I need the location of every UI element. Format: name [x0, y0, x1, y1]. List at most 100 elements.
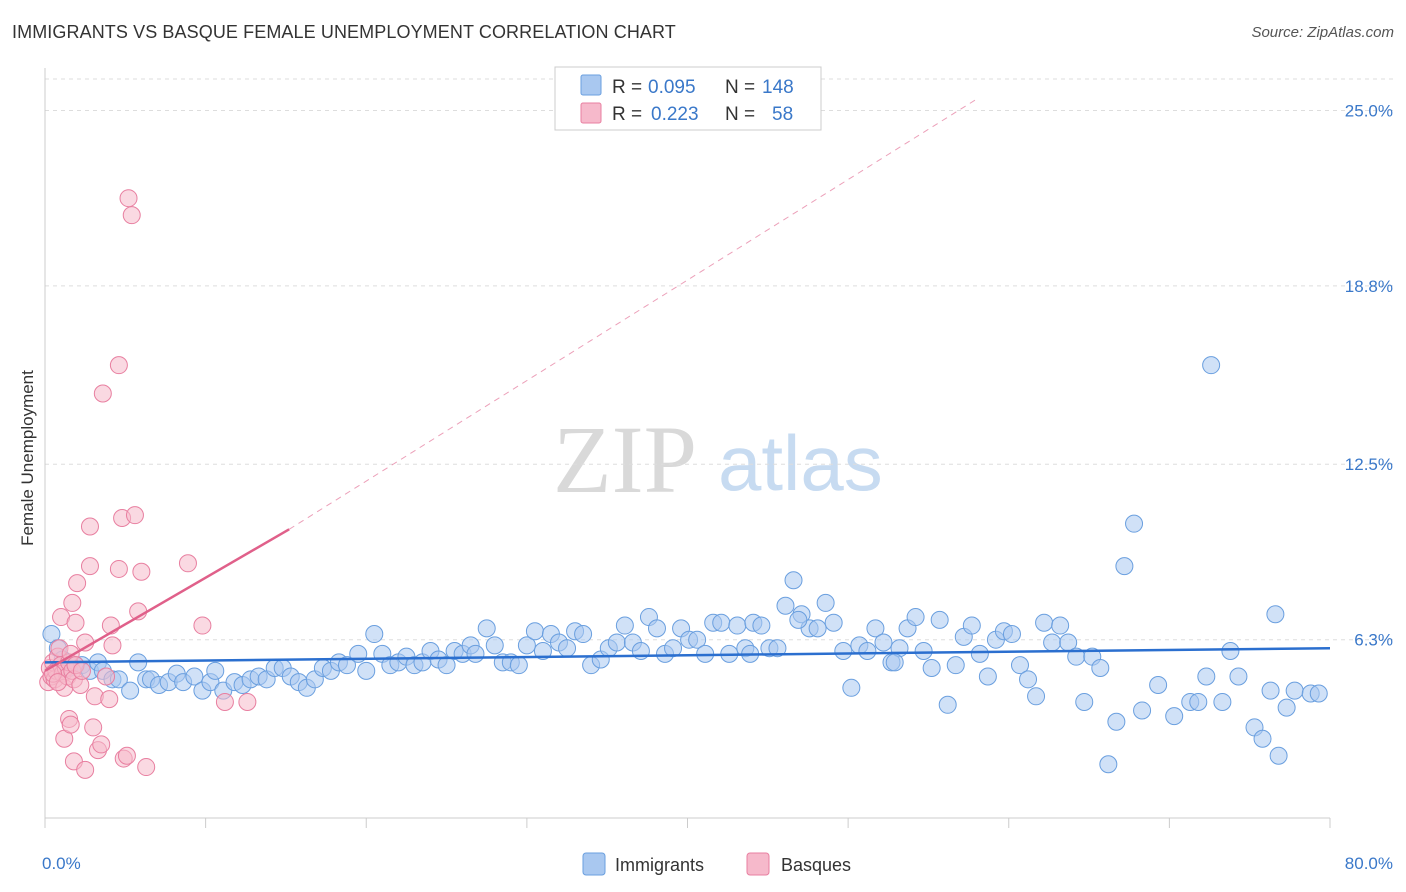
series-legend: Immigrants Basques [582, 852, 851, 876]
immigrants-point-156 [789, 610, 808, 629]
x-axis-ticks [44, 818, 1331, 828]
bottom-legend-label-basques: Basques [781, 855, 851, 875]
immigrants-point-142 [1213, 692, 1232, 711]
basques-point-42 [103, 636, 122, 655]
basques-point-39 [97, 667, 116, 686]
immigrants-point-124 [1035, 613, 1054, 632]
legend-swatch-basques [580, 102, 602, 124]
basques-point-26 [66, 613, 85, 632]
immigrants-point-102 [858, 642, 877, 661]
immigrants-trend-line [44, 646, 1331, 664]
immigrants-point-115 [962, 616, 981, 635]
immigrants-point-97 [816, 593, 835, 612]
basques-point-38 [93, 384, 112, 403]
immigrants-point-108 [906, 608, 925, 627]
immigrants-point-133 [1107, 712, 1126, 731]
immigrants-point-131 [1091, 659, 1110, 677]
basques-point-53 [137, 758, 156, 777]
immigrants-point-55 [477, 619, 496, 638]
immigrants-point-56 [485, 636, 504, 655]
x-tick-labels: 0.0% 80.0% [42, 854, 1393, 873]
basques-point-24 [63, 593, 82, 612]
watermark-zip-text: ZIP [553, 406, 697, 513]
immigrants-point-71 [607, 633, 626, 652]
immigrants-point-113 [946, 656, 965, 675]
immigrants-point-60 [517, 636, 536, 655]
legend-n-label-2: N = [725, 104, 755, 125]
bottom-legend-swatch-basques [746, 852, 770, 876]
immigrants-point-152 [1266, 605, 1285, 624]
basques-trend-extension [288, 98, 977, 530]
gridlines [45, 78, 1395, 641]
y-tick-label-2: 18.8% [1345, 277, 1393, 296]
immigrants-point-143 [1221, 642, 1240, 661]
immigrants-point-137 [1149, 675, 1168, 694]
immigrants-point-144 [1229, 667, 1248, 686]
immigrants-point-123 [1027, 687, 1046, 706]
immigrants-point-81 [688, 630, 707, 649]
immigrants-point-125 [1043, 633, 1062, 652]
basques-point-49 [122, 206, 141, 225]
basques-point-19 [48, 673, 67, 692]
bottom-legend-label-immigrants: Immigrants [615, 855, 704, 875]
watermark-atlas-text: atlas [718, 419, 883, 507]
immigrants-point-110 [922, 659, 941, 677]
legend-swatch-immigrants [580, 74, 602, 96]
basques-point-32 [80, 557, 99, 576]
basques-point-48 [119, 189, 138, 208]
immigrants-point-62 [533, 642, 552, 661]
immigrants-point-40 [357, 661, 376, 680]
immigrants-point-91 [768, 639, 787, 658]
basques-point-52 [132, 562, 151, 581]
immigrants-point-98 [824, 613, 843, 632]
source-label: Source: ZipAtlas.com [1251, 24, 1394, 41]
immigrants-series [42, 356, 1328, 774]
immigrants-point-121 [1010, 656, 1029, 675]
basques-point-23 [61, 715, 80, 734]
immigrants-point-89 [752, 616, 771, 635]
immigrants-point-149 [1277, 698, 1296, 717]
immigrants-point-38 [337, 656, 356, 675]
basques-trend-line [44, 528, 290, 672]
immigrants-point-138 [1165, 707, 1184, 726]
y-axis-label: Female Unemployment [18, 370, 37, 546]
immigrants-point-154 [1309, 684, 1328, 703]
immigrants-point-111 [930, 610, 949, 629]
legend-n-value-1: 148 [762, 77, 794, 98]
immigrants-point-120 [1002, 625, 1021, 644]
legend-r-label-1: R = [612, 77, 642, 98]
x-tick-label-1: 80.0% [1345, 854, 1393, 873]
immigrants-point-136 [1133, 701, 1152, 720]
legend-r-value-2: 0.223 [651, 104, 699, 125]
immigrants-point-54 [466, 644, 485, 663]
immigrants-point-132 [1099, 755, 1118, 774]
immigrants-point-147 [1261, 681, 1280, 700]
immigrants-point-146 [1253, 729, 1272, 748]
immigrants-point-112 [938, 695, 957, 714]
immigrants-point-61 [525, 622, 544, 641]
basques-point-54 [178, 554, 197, 573]
immigrants-point-103 [866, 619, 885, 638]
immigrants-point-151 [1202, 356, 1221, 375]
immigrants-point-129 [1075, 692, 1094, 711]
basques-point-40 [100, 690, 119, 709]
basques-point-29 [72, 661, 91, 680]
correlation-legend: R = 0.095 N = 148 R = 0.223 N = 58 [554, 66, 822, 131]
y-tick-label-3: 25.0% [1345, 101, 1393, 120]
basques-point-47 [117, 746, 136, 765]
immigrants-point-86 [728, 616, 747, 635]
immigrants-point-150 [1285, 681, 1304, 700]
basques-point-33 [80, 517, 99, 536]
chart-title: IMMIGRANTS VS BASQUE FEMALE UNEMPLOYMENT… [12, 22, 676, 42]
basques-point-34 [84, 718, 103, 737]
immigrants-point-141 [1197, 667, 1216, 686]
immigrants-point-104 [874, 633, 893, 652]
basques-point-27 [68, 574, 87, 593]
watermark: ZIP atlas [553, 406, 883, 513]
basques-point-55 [193, 616, 212, 635]
immigrants-point-140 [1189, 692, 1208, 711]
immigrants-point-116 [970, 644, 989, 663]
basques-point-30 [76, 760, 95, 779]
immigrants-point-96 [808, 619, 827, 638]
